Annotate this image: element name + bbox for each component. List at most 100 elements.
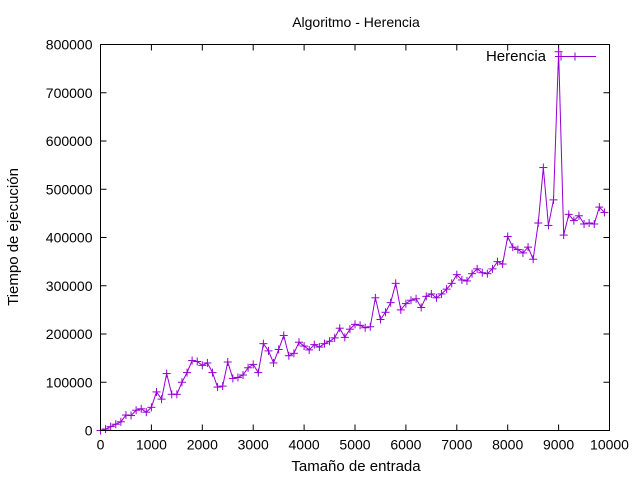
x-tick-label: 5000 [339, 437, 370, 453]
data-point [493, 257, 502, 266]
data-point [432, 293, 441, 302]
data-point [381, 308, 390, 317]
data-point [422, 292, 431, 301]
data-point [554, 47, 563, 56]
data-point [539, 163, 548, 172]
data-point [524, 243, 533, 252]
data-point [233, 373, 242, 382]
data-point [259, 339, 268, 348]
data-point [518, 248, 527, 257]
x-tick-label: 6000 [390, 437, 421, 453]
data-point [320, 339, 329, 348]
data-point [391, 279, 400, 288]
series-layer [96, 47, 609, 435]
y-tick-label: 500000 [46, 181, 93, 197]
data-point [157, 395, 166, 404]
data-point [401, 299, 410, 308]
data-point [447, 279, 456, 288]
series-markers-0 [96, 47, 609, 435]
data-point [142, 408, 151, 417]
data-point [264, 346, 273, 355]
data-point [193, 357, 202, 366]
legend: Herencia [486, 48, 596, 65]
data-point [330, 333, 339, 342]
data-point [452, 270, 461, 279]
data-point [376, 315, 385, 324]
data-point [574, 211, 583, 220]
data-point [127, 411, 136, 420]
data-point [386, 298, 395, 307]
data-point [315, 343, 324, 352]
data-point [503, 232, 512, 241]
data-point [468, 269, 477, 278]
legend-point [557, 52, 565, 61]
data-point [595, 203, 604, 212]
data-point [147, 403, 156, 412]
data-point [137, 404, 146, 413]
x-tick-label: 10000 [590, 437, 629, 453]
x-tick-label: 7000 [441, 437, 472, 453]
data-point [132, 406, 141, 415]
data-point [473, 264, 482, 273]
data-point [356, 321, 365, 330]
data-point [228, 374, 237, 383]
data-point [335, 324, 344, 333]
data-point [223, 357, 232, 366]
data-point [600, 208, 609, 217]
data-point [366, 322, 375, 331]
legend-label-herencia: Herencia [486, 48, 547, 65]
data-point [198, 361, 207, 370]
data-point [289, 349, 298, 358]
legend-point [571, 52, 579, 61]
data-point [249, 360, 258, 369]
data-point [172, 390, 181, 399]
data-point [269, 358, 278, 367]
data-point [437, 289, 446, 298]
plot-area: 0 1000 2000 3000 4000 5000 6000 7000 8000 9000 100… [46, 37, 629, 453]
data-point [351, 320, 359, 329]
data-point [406, 296, 415, 305]
data-point [412, 294, 421, 303]
data-point [340, 333, 349, 342]
data-point [361, 323, 370, 332]
axis-ticks: 0 1000 2000 3000 4000 5000 6000 7000 8000 9000 100… [46, 37, 629, 453]
data-point [177, 378, 186, 387]
data-point [300, 342, 309, 351]
x-tick-label: 1000 [136, 437, 167, 453]
x-tick-label: 9000 [543, 437, 574, 453]
y-tick-label: 300000 [46, 278, 93, 294]
series-line-0 [100, 51, 605, 431]
data-point [106, 422, 115, 431]
data-point [116, 417, 125, 426]
legend-marker-herencia [557, 52, 579, 61]
x-axis-label: Tamaño de entrada [291, 458, 421, 475]
data-point [305, 345, 314, 354]
data-point [442, 285, 451, 294]
y-tick-label: 200000 [46, 326, 93, 342]
data-point [462, 276, 471, 285]
y-tick-label: 0 [85, 423, 93, 439]
y-tick-label: 800000 [46, 37, 93, 53]
data-point [534, 219, 543, 228]
chart-title: Algoritmo - Herencia [292, 14, 420, 30]
data-point [284, 351, 293, 360]
data-point [590, 219, 599, 228]
x-tick-label: 2000 [187, 437, 218, 453]
data-point [549, 195, 558, 204]
data-point [498, 260, 507, 269]
data-point [203, 358, 212, 367]
data-point [295, 338, 304, 347]
data-point [208, 368, 217, 377]
x-tick-label: 8000 [492, 437, 523, 453]
y-tick-label: 600000 [46, 133, 93, 149]
data-point [417, 303, 426, 312]
data-point [345, 325, 354, 334]
y-axis-label: Tiempo de ejecución [5, 168, 22, 306]
y-tick-label: 400000 [46, 230, 93, 246]
data-point [218, 382, 227, 391]
data-point [183, 368, 192, 377]
data-point [569, 216, 578, 225]
data-point [488, 264, 497, 273]
data-point [239, 371, 248, 380]
